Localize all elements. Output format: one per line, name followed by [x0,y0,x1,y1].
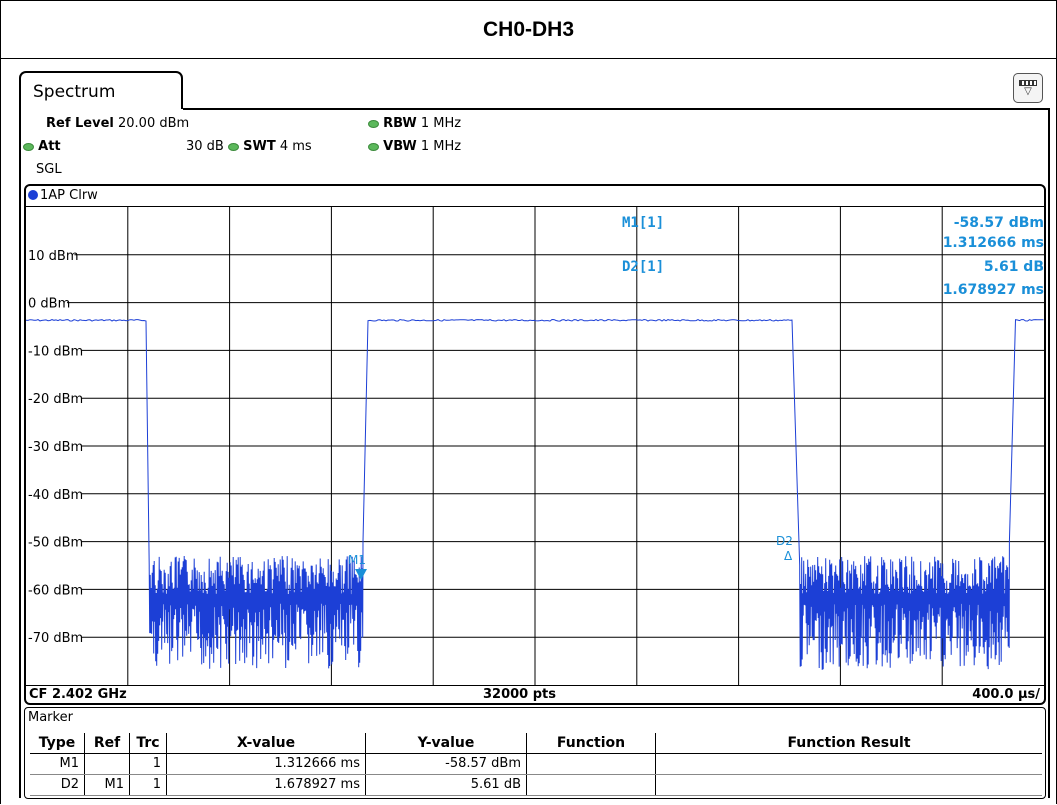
table-row[interactable]: M1 1 1.312666 ms -58.57 dBm [30,753,1042,775]
y-tick-label-bg [26,245,75,264]
col-y-value: Y-value [365,733,527,754]
diagram-frame [24,184,1046,705]
m1-marker-icon [355,569,367,580]
att-label: Att [38,139,61,154]
d2-readout-time: 1.678927 ms [943,282,1044,298]
vbw-label: VBW [383,139,417,154]
att-value-group: 30 dB SWT 4 ms [186,139,312,154]
m1-readout-level: -58.57 dBm [954,215,1044,231]
col-function-result: Function Result [655,733,1042,754]
rbw-setting[interactable]: RBW 1 MHz [368,116,461,131]
trace-label[interactable]: 1AP Clrw [40,188,98,203]
window-title: CH0-DH3 [0,0,1057,59]
col-x-value: X-value [166,733,366,754]
y-tick-label: 10 dBm [28,249,79,264]
y-tick-label: -50 dBm [28,536,83,551]
swt-value: 4 ms [279,139,312,154]
vbw-coupled-indicator [368,142,379,151]
y-tick-label: -60 dBm [28,583,83,598]
y-tick-label-bg [26,389,82,408]
cell-y-value: -58.57 dBm [365,753,527,775]
plot-footer: CF 2.402 GHz 32000 pts 400.0 µs/ [26,685,1044,705]
att-setting[interactable]: Att [23,139,61,154]
att-value: 30 dB [186,139,224,154]
sweep-mode: SGL [36,162,62,177]
cell-type: M1 [30,753,85,775]
marker-table-frame [24,707,1046,799]
d2-readout-level: 5.61 dB [984,259,1044,275]
center-frequency[interactable]: CF 2.402 GHz [29,687,127,702]
cell-function [526,753,656,775]
att-coupled-indicator [23,142,34,151]
d2-marker-label: D2 [776,534,793,548]
cell-function [526,774,656,796]
col-function: Function [526,733,656,754]
y-tick-label-bg [26,580,82,599]
trace-label-bar: 1AP Clrw [26,186,1044,207]
cell-trc: 1 [129,774,167,796]
ref-level-label: Ref Level [46,116,114,131]
sweep-points[interactable]: 32000 pts [483,687,557,702]
y-tick-label-bg [26,484,82,503]
y-tick-label: -20 dBm [28,392,83,407]
vbw-setting[interactable]: VBW 1 MHz [368,139,461,154]
cell-x-value: 1.312666 ms [166,753,366,775]
spectrum-plot[interactable]: 10 dBm 0 dBm -10 dBm -20 dBm -30 dBm -40 dBm -… [26,207,1046,685]
cell-function-result [655,774,1042,796]
panel-left-border [19,108,21,798]
ref-level-value: 20.00 dBm [118,116,190,131]
y-tick-label-bg [26,293,67,312]
y-axis-labels: 10 dBm 0 dBm -10 dBm -20 dBm -30 dBm -40 dBm -… [26,245,83,647]
panel-right-border [1048,108,1050,798]
cell-trc: 1 [129,753,167,775]
m1-marker-label: M1 [348,553,366,567]
marker-table: Type Ref Trc X-value Y-value Function Fu… [30,733,1042,796]
col-ref: Ref [84,733,130,754]
y-tick-label: -10 dBm [28,344,83,359]
col-trc: Trc [129,733,167,754]
swt-label: SWT [243,139,276,154]
time-per-division[interactable]: 400.0 µs/ [972,687,1040,702]
d2-readout-label: D2[1] [622,259,664,275]
m1-readout-label: M1[1] [622,215,664,231]
delta-marker-icon: Δ [784,549,793,563]
col-type: Type [30,733,85,754]
display-config-button[interactable]: ▽ [1013,73,1043,103]
y-tick-label-bg [26,341,82,360]
marker-table-title: Marker [28,710,73,725]
tab-spectrum[interactable]: Spectrum [19,71,183,109]
trace-line [26,318,1044,670]
marker-table-header: Type Ref Trc X-value Y-value Function Fu… [30,733,1042,754]
table-row[interactable]: D2 M1 1 1.678927 ms 5.61 dB [30,774,1042,796]
cell-ref: M1 [84,774,130,796]
ref-level-setting[interactable]: Ref Level 20.00 dBm [46,116,189,131]
y-tick-label: -30 dBm [28,440,83,455]
rbw-value: 1 MHz [420,116,462,131]
cell-type: D2 [30,774,85,796]
y-tick-label: -70 dBm [28,631,83,646]
m1-readout-time: 1.312666 ms [943,235,1044,251]
vbw-value: 1 MHz [420,139,462,154]
y-tick-label-bg [26,437,82,455]
cell-function-result [655,753,1042,775]
y-tick-label: 0 dBm [28,297,70,312]
tab-divider [183,108,1050,110]
rbw-coupled-indicator [368,119,379,128]
y-tick-label-bg [26,628,82,647]
display-config-icon [1019,79,1037,86]
trace-indicator-icon [28,190,38,200]
plot-grid [26,207,1046,685]
swt-coupled-indicator [228,142,239,151]
chevron-down-icon: ▽ [1024,85,1032,97]
cell-x-value: 1.678927 ms [166,774,366,796]
cell-y-value: 5.61 dB [365,774,527,796]
rbw-label: RBW [383,116,417,131]
cell-ref [84,753,130,775]
y-tick-label-bg [26,532,82,551]
y-tick-label: -40 dBm [28,488,83,503]
